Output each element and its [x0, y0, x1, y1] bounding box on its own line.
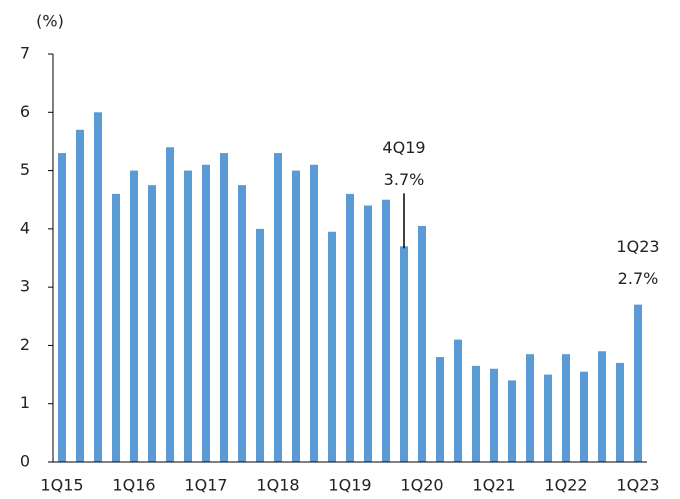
bar [598, 351, 606, 462]
x-tick-label: 1Q20 [400, 476, 443, 495]
x-tick-label: 1Q21 [472, 476, 515, 495]
bar [580, 371, 588, 462]
bar [526, 354, 534, 462]
y-tick-label: 6 [20, 102, 30, 121]
bar [184, 170, 192, 463]
bar [418, 225, 426, 462]
bar [292, 170, 300, 463]
bar [76, 129, 84, 462]
value-label: 2.7% [618, 269, 659, 288]
bar [58, 153, 66, 463]
y-tick-label: 3 [20, 277, 30, 296]
bar [238, 185, 246, 462]
y-tick-label: 2 [20, 335, 30, 354]
x-tick-label: 1Q16 [112, 476, 155, 495]
bar [472, 365, 480, 462]
y-tick-label: 7 [20, 44, 30, 63]
x-tick-label: 1Q18 [256, 476, 299, 495]
bar [508, 380, 516, 462]
bar [544, 374, 552, 462]
bar [490, 368, 498, 462]
bar [310, 164, 318, 462]
y-tick-label: 5 [20, 160, 30, 179]
bar [616, 362, 624, 462]
x-tick-label: 1Q15 [40, 476, 83, 495]
x-tick-label: 1Q19 [328, 476, 371, 495]
x-tick-label: 1Q17 [184, 476, 227, 495]
annotation: 4Q19 [382, 138, 425, 157]
x-tick-label: 1Q23 [616, 476, 659, 495]
bar [112, 193, 120, 462]
bar [94, 112, 102, 463]
bar [400, 246, 408, 462]
bar [202, 164, 210, 462]
bar [274, 153, 282, 463]
bar [436, 357, 444, 462]
bar [328, 231, 336, 462]
y-unit: (%) [36, 12, 64, 31]
bar [148, 185, 156, 462]
bar [562, 354, 570, 462]
y-tick-label: 0 [20, 452, 30, 471]
bar [166, 147, 174, 462]
bar [634, 304, 642, 462]
bar [346, 193, 354, 462]
annotation: 1Q23 [616, 237, 659, 256]
bar [130, 170, 138, 463]
x-tick-label: 1Q22 [544, 476, 587, 495]
bar [382, 199, 390, 462]
bar [454, 339, 462, 462]
value-label: 3.7% [384, 170, 425, 189]
y-tick-label: 4 [20, 218, 30, 237]
bar [364, 205, 372, 463]
y-tick-label: 1 [20, 393, 30, 412]
bar [220, 153, 228, 463]
bar [256, 228, 264, 462]
